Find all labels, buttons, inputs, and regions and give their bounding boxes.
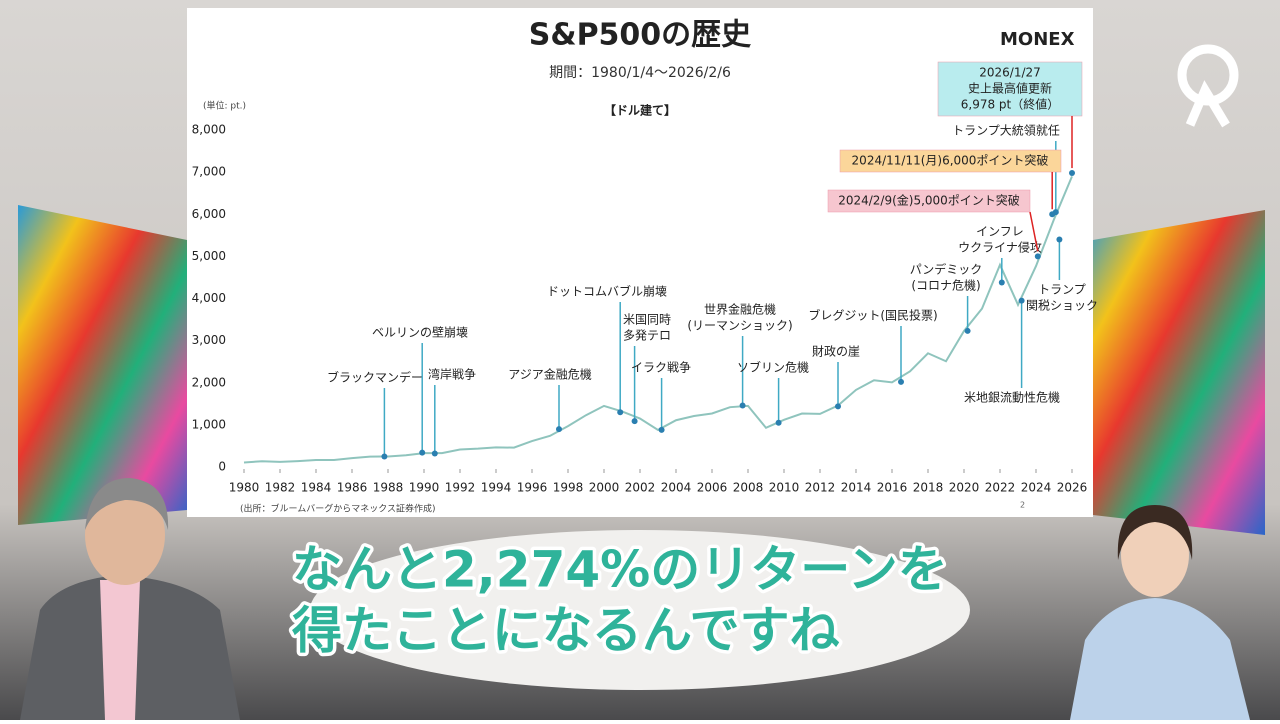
annotation-label: (リーマンショック)	[687, 319, 792, 333]
monex-logo: MONEX	[1000, 29, 1075, 50]
x-tick-label: 2000	[589, 481, 620, 495]
x-tick-label: 2020	[949, 481, 980, 495]
annotation-label: イラク戦争	[631, 361, 691, 375]
event-dot	[835, 403, 841, 410]
callout-box	[827, 189, 1031, 213]
event-dot	[431, 450, 438, 457]
x-tick-label: 2014	[841, 481, 872, 495]
x-tick-label: 1994	[481, 481, 512, 495]
plot: 0 1,000 2,000 3,000 4,000 5,000 6,000 7,000 8,00…	[192, 61, 1098, 495]
event-dot	[1049, 211, 1056, 218]
event-dot	[381, 453, 388, 460]
x-tick-label: 2008	[733, 481, 764, 495]
event-dot	[775, 419, 782, 426]
x-tick-label: 2026	[1057, 481, 1088, 495]
annotation-label: ブレグジット(国民投票)	[808, 308, 937, 323]
event-dot	[658, 426, 665, 433]
callout-arrow	[1029, 211, 1039, 252]
x-tick-label: 1982	[265, 481, 296, 495]
annotation-label: ブラックマンデー	[327, 370, 423, 385]
x-tick-label: 2006	[697, 481, 728, 495]
y-tick-label: 7,000	[192, 165, 226, 179]
annotation-label: パンデミック	[910, 262, 983, 277]
annotation-label: ドットコムバブル崩壊	[547, 284, 667, 299]
x-tick-label: 1992	[445, 481, 476, 495]
callout-box	[839, 149, 1062, 173]
caption-line: なんと2,274%のリターンを	[292, 541, 948, 599]
annotation-label: 6,978 pt（終値）	[961, 97, 1060, 112]
annotation-label: トランプ	[1038, 283, 1086, 297]
annotation-label: 2024/2/9(金)5,000ポイント突破	[838, 193, 1020, 208]
event-dot	[1056, 236, 1063, 243]
annotation-label: 米国同時	[623, 313, 671, 327]
x-tick-label: 1980	[229, 481, 260, 495]
event-dot	[631, 418, 638, 425]
event-dot	[964, 327, 971, 334]
y-tick-label: 2,000	[192, 375, 226, 389]
y-tick-label: 5,000	[192, 249, 226, 263]
art-left	[18, 205, 187, 525]
event-dot	[617, 409, 624, 416]
annotation-label: 湾岸戦争	[428, 367, 476, 382]
x-tick-label: 2016	[877, 481, 908, 495]
unit-label: (単位: pt.)	[203, 100, 246, 112]
annotation-label: インフレ	[976, 225, 1024, 239]
annotation-label: 2024/11/11(月)6,000ポイント突破	[852, 153, 1049, 168]
currency-label: 【ドル建て】	[604, 103, 676, 118]
annotation-label: アジア金融危機	[508, 367, 592, 382]
event-dot	[1018, 297, 1025, 304]
person-left	[20, 478, 240, 720]
callout-box	[937, 61, 1083, 117]
y-tick-label: 3,000	[192, 333, 226, 347]
chart-subtitle: 期間：1980/1/4〜2026/2/6	[549, 65, 731, 81]
x-tick-label: 1996	[517, 481, 548, 495]
x-tick-label: 2010	[769, 481, 800, 495]
x-tick-label: 1998	[553, 481, 584, 495]
annotation-label: 世界金融危機	[704, 302, 776, 317]
source-note: (出所：ブルームバーグからマネックス証券作成)	[240, 503, 435, 515]
page-number: 2	[1020, 501, 1025, 510]
x-tick-label: 2022	[985, 481, 1016, 495]
y-tick-label: 6,000	[192, 207, 226, 221]
y-tick-label: 8,000	[192, 123, 226, 137]
x-tick-label: 2004	[661, 481, 692, 495]
x-tick-label: 1990	[409, 481, 440, 495]
annotation-label: ウクライナ侵攻	[958, 240, 1042, 255]
logo-mark	[1177, 44, 1239, 128]
annotation-label: トランプ大統領就任	[952, 123, 1060, 138]
annotation-label: 2026/1/27	[979, 66, 1041, 80]
chart-title: S&P500の歴史	[529, 18, 751, 53]
y-tick-label: 1,000	[192, 417, 226, 431]
event-dot	[419, 449, 426, 456]
caption-line: 得たことになるんですね	[292, 602, 840, 660]
x-tick-label: 1984	[301, 481, 332, 495]
event-dot	[898, 378, 904, 385]
x-tick-label: 2024	[1021, 481, 1052, 495]
event-dot	[1069, 170, 1075, 177]
event-dot	[998, 279, 1005, 286]
x-tick-label: 1986	[337, 481, 368, 495]
annotation-label: 関税ショック	[1026, 299, 1098, 313]
annotation-label: 史上最高値更新	[968, 81, 1052, 96]
y-tick-label: 0	[218, 460, 226, 474]
annotation-label: ソブリン危機	[737, 360, 809, 375]
y-tick-label: 4,000	[192, 291, 226, 305]
art-right	[1093, 210, 1265, 535]
x-tick-label: 1988	[373, 481, 404, 495]
event-dot	[556, 426, 562, 433]
annotation-label: ベルリンの壁崩壊	[372, 325, 468, 340]
annotation-label: 米地銀流動性危機	[964, 390, 1060, 405]
event-dot	[1034, 253, 1041, 260]
x-tick-label: 2002	[625, 481, 656, 495]
person-right	[1070, 505, 1250, 720]
annotation-label: (コロナ危機)	[911, 278, 980, 293]
table	[310, 530, 970, 690]
x-tick-label: 2018	[913, 481, 944, 495]
annotation-label: 多発テロ	[623, 329, 671, 343]
x-tick-label: 2012	[805, 481, 836, 495]
annotation-label: 財政の崖	[812, 344, 860, 359]
event-dot	[739, 402, 746, 409]
